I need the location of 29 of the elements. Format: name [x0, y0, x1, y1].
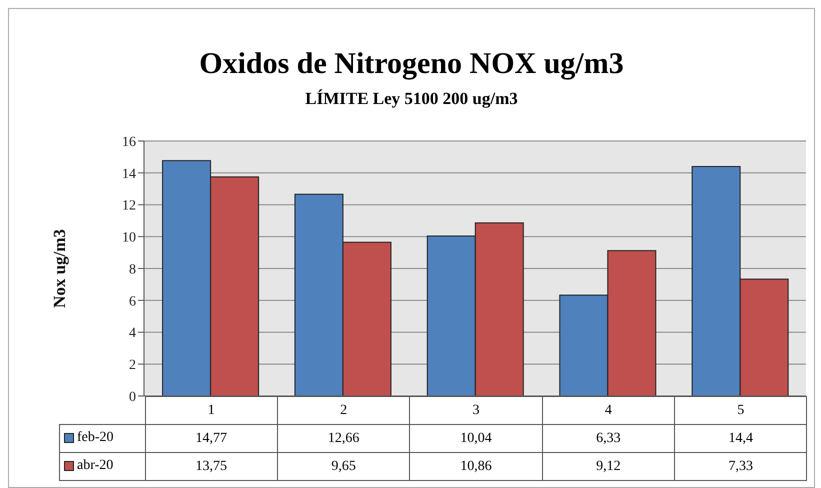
x-tick-label: 3 — [410, 396, 542, 424]
x-tick-label: 2 — [277, 396, 410, 424]
y-tick-label: 0 — [129, 390, 136, 405]
data-label: 9,12 — [542, 452, 675, 480]
x-tick-label: 4 — [542, 396, 675, 424]
y-tick-label: 10 — [122, 230, 136, 246]
data-label: 10,04 — [410, 424, 542, 452]
data-label: 7,33 — [674, 452, 807, 480]
y-axis-title: Nox ug/m3 — [50, 229, 70, 308]
chart-title: Oxidos de Nitrogeno NOX ug/m3 — [198, 47, 625, 81]
legend-label: feb-20 — [76, 430, 114, 446]
y-tick-label: 4 — [129, 326, 136, 342]
x-tick-label: 1 — [145, 396, 278, 424]
y-tick-label: 2 — [129, 358, 136, 374]
data-label: 13,75 — [145, 452, 278, 480]
data-label: 14,4 — [674, 424, 807, 452]
y-tick-label: 14 — [122, 166, 136, 182]
data-label: 12,66 — [277, 424, 410, 452]
y-tick-label: 8 — [129, 262, 136, 278]
y-tick-label: 6 — [129, 294, 136, 310]
y-tick-label: 16 — [122, 134, 136, 150]
data-label: 6,33 — [542, 424, 675, 452]
data-label: 14,77 — [145, 424, 278, 452]
data-label: 9,65 — [277, 452, 410, 480]
x-tick-label: 5 — [674, 396, 807, 424]
chart-subtitle: LÍMITE Ley 5100 200 ug/m3 — [304, 89, 519, 109]
legend-label: abr-20 — [76, 458, 114, 474]
y-tick-label: 12 — [122, 198, 136, 214]
data-label: 10,86 — [410, 452, 542, 480]
